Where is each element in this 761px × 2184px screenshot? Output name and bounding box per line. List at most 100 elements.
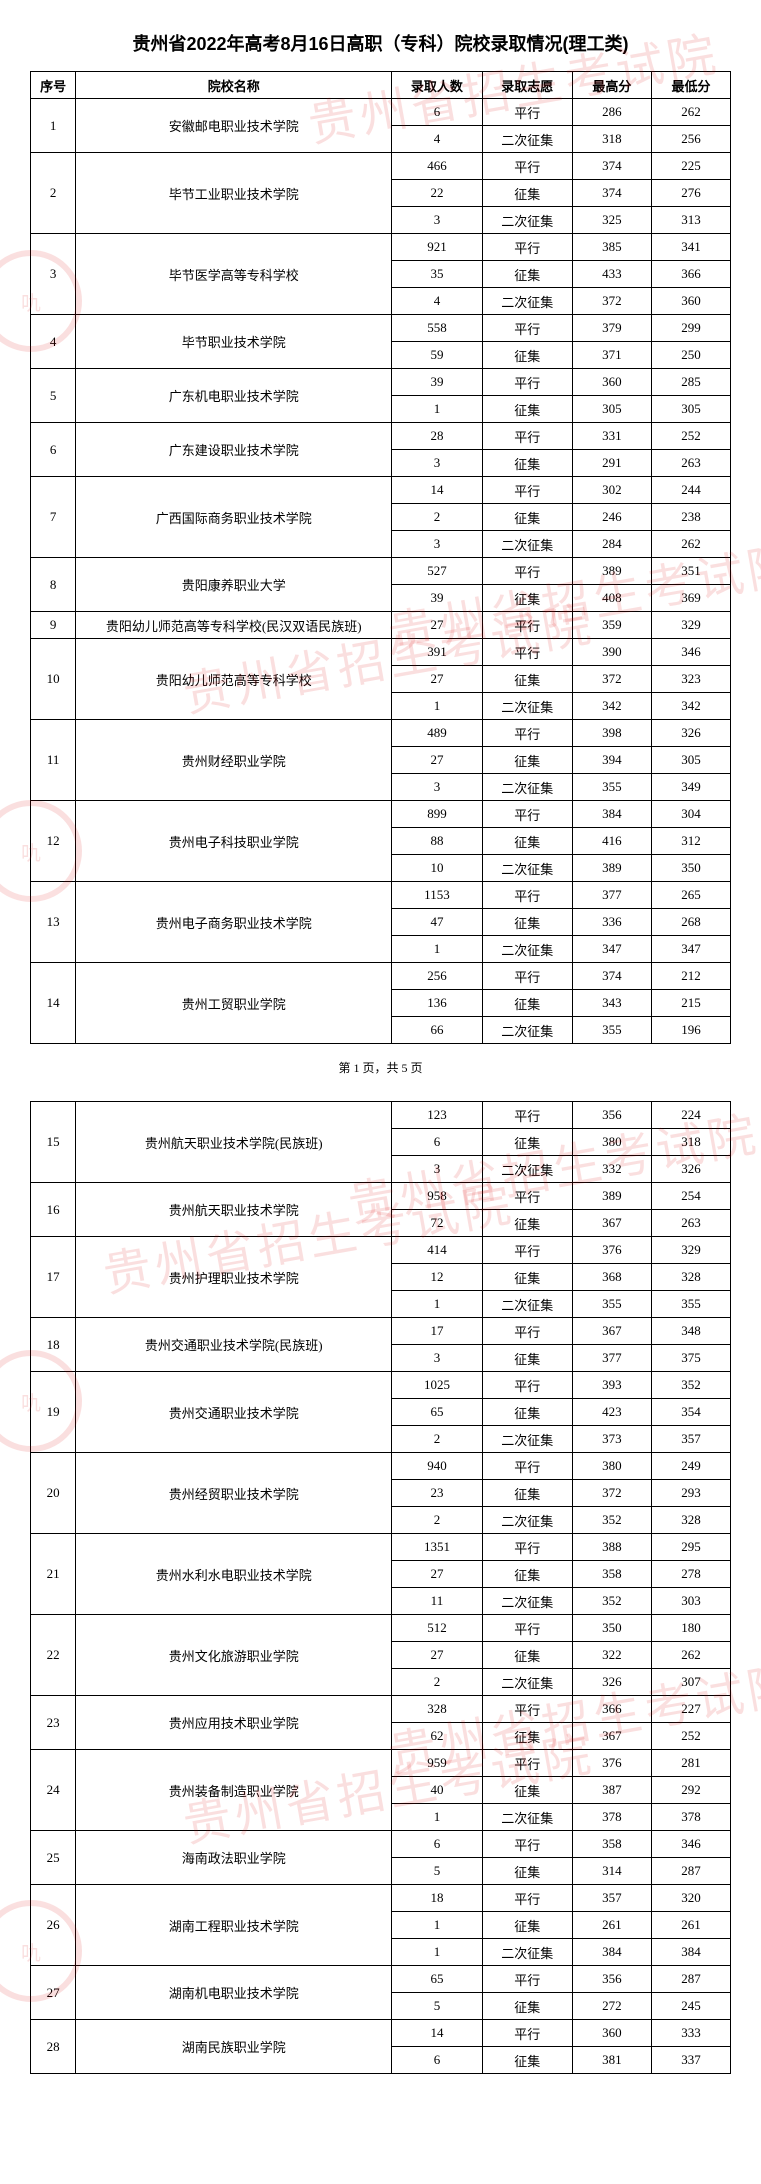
cell-max: 325 bbox=[572, 207, 651, 234]
cell-min: 318 bbox=[651, 1129, 730, 1156]
cell-min: 354 bbox=[651, 1399, 730, 1426]
cell-count: 27 bbox=[392, 612, 482, 639]
cell-min: 196 bbox=[651, 1017, 730, 1044]
cell-seq: 3 bbox=[31, 234, 76, 315]
cell-wish: 二次征集 bbox=[482, 774, 572, 801]
cell-max: 368 bbox=[572, 1264, 651, 1291]
cell-max: 355 bbox=[572, 1017, 651, 1044]
cell-min: 224 bbox=[651, 1102, 730, 1129]
cell-wish: 征集 bbox=[482, 1561, 572, 1588]
cell-wish: 征集 bbox=[482, 1858, 572, 1885]
pager: 第 1 页，共 5 页 bbox=[30, 1059, 731, 1076]
cell-count: 1 bbox=[392, 1804, 482, 1831]
cell-min: 292 bbox=[651, 1777, 730, 1804]
cell-max: 384 bbox=[572, 1939, 651, 1966]
cell-count: 5 bbox=[392, 1993, 482, 2020]
cell-count: 2 bbox=[392, 504, 482, 531]
cell-count: 940 bbox=[392, 1453, 482, 1480]
cell-min: 262 bbox=[651, 99, 730, 126]
cell-wish: 征集 bbox=[482, 990, 572, 1017]
cell-count: 27 bbox=[392, 747, 482, 774]
cell-seq: 1 bbox=[31, 99, 76, 153]
cell-count: 39 bbox=[392, 369, 482, 396]
cell-school-name: 海南政法职业学院 bbox=[76, 1831, 392, 1885]
cell-count: 136 bbox=[392, 990, 482, 1017]
cell-wish: 征集 bbox=[482, 666, 572, 693]
cell-wish: 征集 bbox=[482, 342, 572, 369]
cell-wish: 二次征集 bbox=[482, 693, 572, 720]
cell-seq: 18 bbox=[31, 1318, 76, 1372]
table-row: 11贵州财经职业学院489平行398326 bbox=[31, 720, 731, 747]
cell-school-name: 湖南工程职业技术学院 bbox=[76, 1885, 392, 1966]
cell-min: 303 bbox=[651, 1588, 730, 1615]
cell-min: 238 bbox=[651, 504, 730, 531]
cell-min: 349 bbox=[651, 774, 730, 801]
cell-min: 350 bbox=[651, 855, 730, 882]
cell-max: 342 bbox=[572, 693, 651, 720]
cell-min: 256 bbox=[651, 126, 730, 153]
cell-seq: 4 bbox=[31, 315, 76, 369]
cell-wish: 征集 bbox=[482, 1723, 572, 1750]
cell-max: 302 bbox=[572, 477, 651, 504]
cell-count: 88 bbox=[392, 828, 482, 855]
cell-min: 329 bbox=[651, 612, 730, 639]
admission-table-2: 15贵州航天职业技术学院(民族班)123平行3562246征集3803183二次… bbox=[30, 1101, 731, 2074]
cell-school-name: 毕节医学高等专科学校 bbox=[76, 234, 392, 315]
cell-seq: 7 bbox=[31, 477, 76, 558]
cell-wish: 平行 bbox=[482, 1102, 572, 1129]
cell-max: 355 bbox=[572, 1291, 651, 1318]
cell-min: 299 bbox=[651, 315, 730, 342]
cell-count: 123 bbox=[392, 1102, 482, 1129]
cell-min: 312 bbox=[651, 828, 730, 855]
cell-count: 899 bbox=[392, 801, 482, 828]
cell-min: 326 bbox=[651, 1156, 730, 1183]
cell-max: 380 bbox=[572, 1129, 651, 1156]
cell-max: 373 bbox=[572, 1426, 651, 1453]
cell-max: 356 bbox=[572, 1966, 651, 1993]
cell-wish: 二次征集 bbox=[482, 1939, 572, 1966]
cell-max: 433 bbox=[572, 261, 651, 288]
cell-count: 959 bbox=[392, 1750, 482, 1777]
cell-count: 4 bbox=[392, 126, 482, 153]
cell-seq: 24 bbox=[31, 1750, 76, 1831]
cell-max: 367 bbox=[572, 1210, 651, 1237]
cell-count: 414 bbox=[392, 1237, 482, 1264]
header-seq: 序号 bbox=[31, 72, 76, 99]
cell-wish: 征集 bbox=[482, 1480, 572, 1507]
cell-wish: 平行 bbox=[482, 153, 572, 180]
header-name: 院校名称 bbox=[76, 72, 392, 99]
cell-wish: 征集 bbox=[482, 1264, 572, 1291]
cell-count: 4 bbox=[392, 288, 482, 315]
table-row: 23贵州应用技术职业学院328平行366227 bbox=[31, 1696, 731, 1723]
cell-wish: 平行 bbox=[482, 1885, 572, 1912]
table-row: 19贵州交通职业技术学院1025平行393352 bbox=[31, 1372, 731, 1399]
cell-school-name: 湖南民族职业学院 bbox=[76, 2020, 392, 2074]
cell-wish: 平行 bbox=[482, 1615, 572, 1642]
cell-wish: 平行 bbox=[482, 477, 572, 504]
cell-wish: 平行 bbox=[482, 423, 572, 450]
cell-max: 360 bbox=[572, 369, 651, 396]
cell-count: 14 bbox=[392, 2020, 482, 2047]
cell-seq: 9 bbox=[31, 612, 76, 639]
cell-count: 2 bbox=[392, 1669, 482, 1696]
cell-wish: 征集 bbox=[482, 1642, 572, 1669]
cell-max: 381 bbox=[572, 2047, 651, 2074]
cell-count: 40 bbox=[392, 1777, 482, 1804]
cell-wish: 平行 bbox=[482, 1453, 572, 1480]
cell-school-name: 贵阳幼儿师范高等专科学校(民汉双语民族班) bbox=[76, 612, 392, 639]
cell-count: 1 bbox=[392, 1912, 482, 1939]
cell-wish: 征集 bbox=[482, 1777, 572, 1804]
cell-min: 215 bbox=[651, 990, 730, 1017]
cell-max: 380 bbox=[572, 1453, 651, 1480]
table-row: 28湖南民族职业学院14平行360333 bbox=[31, 2020, 731, 2047]
cell-min: 366 bbox=[651, 261, 730, 288]
cell-wish: 平行 bbox=[482, 1318, 572, 1345]
cell-wish: 平行 bbox=[482, 639, 572, 666]
cell-min: 249 bbox=[651, 1453, 730, 1480]
cell-wish: 二次征集 bbox=[482, 1156, 572, 1183]
cell-min: 355 bbox=[651, 1291, 730, 1318]
cell-seq: 27 bbox=[31, 1966, 76, 2020]
cell-count: 489 bbox=[392, 720, 482, 747]
cell-count: 65 bbox=[392, 1399, 482, 1426]
cell-seq: 21 bbox=[31, 1534, 76, 1615]
